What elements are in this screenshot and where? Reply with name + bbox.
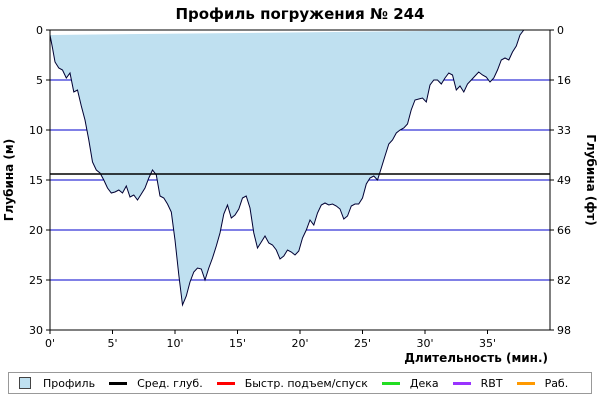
- y2-tick-label: 0: [557, 24, 564, 37]
- x-tick-label: 10': [166, 337, 183, 350]
- y-tick-label: 30: [29, 324, 43, 337]
- legend-item: Быстр. подъем/спуск: [216, 376, 368, 390]
- y2-tick-label: 98: [557, 324, 571, 337]
- y-axis-label: Глубина (м): [2, 139, 16, 221]
- x-tick-label: 20': [291, 337, 308, 350]
- legend-item: Раб.: [516, 376, 569, 390]
- x-tick-label: 30': [416, 337, 433, 350]
- legend-item: RBT: [452, 376, 503, 390]
- y-tick-label: 10: [29, 124, 43, 137]
- legend: Профиль Сред. глуб. Быстр. подъем/спуск Дек…: [8, 372, 592, 394]
- y2-axis-label: Глубина (фт): [584, 134, 598, 225]
- y2-tick-label: 82: [557, 274, 571, 287]
- chart-title: Профиль погружения № 244: [175, 5, 424, 23]
- legend-item: Дека: [381, 376, 439, 390]
- y-axis-ticks: 0 5 10 15 20 25 30: [29, 24, 50, 337]
- legend-swatch-line: [516, 381, 535, 385]
- legend-label: RBT: [480, 376, 503, 390]
- legend-label: Сред. глуб.: [137, 376, 203, 390]
- legend-item: Профиль: [19, 377, 95, 390]
- x-axis-ticks: 0' 5' 10' 15' 20' 25' 30' 35': [45, 330, 496, 350]
- legend-label: Быстр. подъем/спуск: [244, 376, 368, 390]
- legend-label: Дека: [409, 376, 439, 390]
- y2-axis-ticks: 0 16 33 49 66 82 98: [550, 24, 571, 337]
- x-tick-label: 25': [354, 337, 371, 350]
- legend-label: Профиль: [43, 376, 96, 390]
- legend-swatch-line: [109, 381, 128, 385]
- y2-tick-label: 16: [557, 74, 571, 87]
- profile-area: [50, 30, 524, 305]
- legend-item: Сред. глуб.: [109, 377, 203, 390]
- legend-swatch-line: [216, 381, 235, 385]
- legend-label: Раб.: [544, 376, 569, 390]
- y-tick-label: 15: [29, 174, 43, 187]
- y-tick-label: 5: [36, 74, 43, 87]
- y-tick-label: 20: [29, 224, 43, 237]
- x-tick-label: 0': [45, 337, 55, 350]
- x-tick-label: 35': [479, 337, 496, 350]
- x-tick-label: 15': [229, 337, 246, 350]
- y-tick-label: 0: [36, 24, 43, 37]
- legend-swatch-line: [452, 381, 471, 385]
- x-tick-label: 5': [107, 337, 117, 350]
- x-axis-label: Длительность (мин.): [404, 351, 548, 365]
- legend-swatch-box: [19, 377, 31, 389]
- legend-swatch-line: [381, 381, 400, 385]
- profile-line: [49, 29, 525, 307]
- y2-tick-label: 33: [557, 124, 571, 137]
- y-tick-label: 25: [29, 274, 43, 287]
- y2-tick-label: 66: [557, 224, 571, 237]
- y2-tick-label: 49: [557, 174, 571, 187]
